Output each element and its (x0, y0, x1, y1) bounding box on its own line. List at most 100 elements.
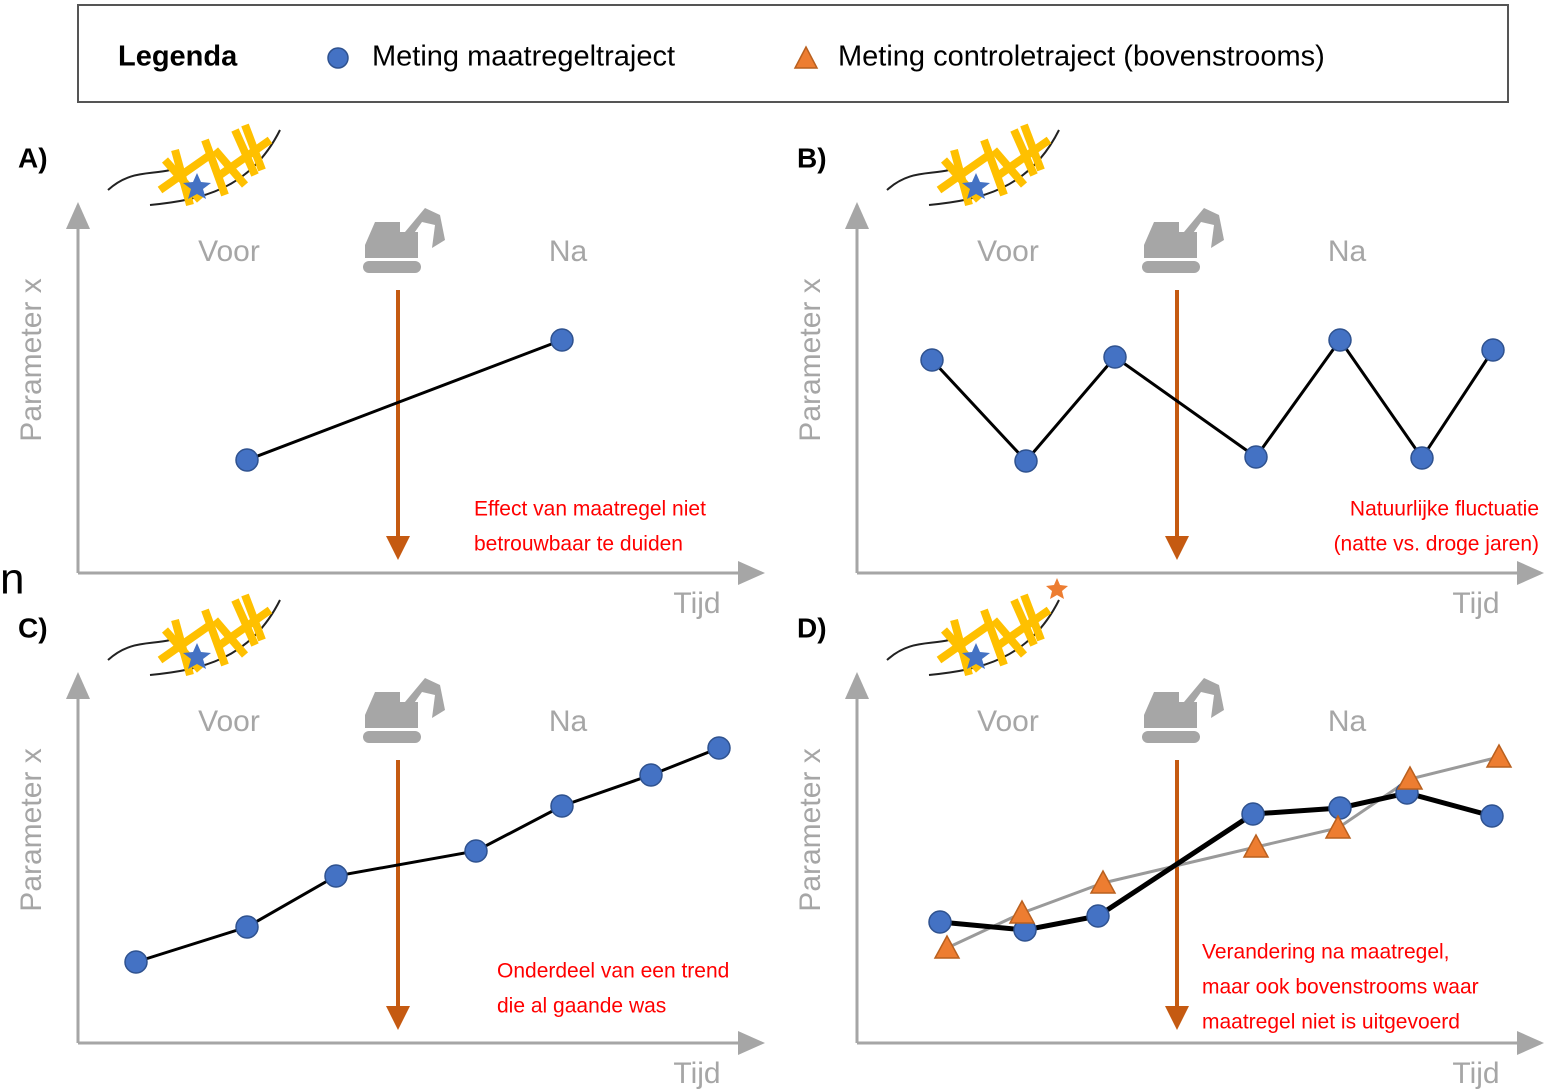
arm (405, 678, 445, 718)
arm (405, 208, 445, 248)
y-axis-label: Parameter x (794, 748, 827, 911)
measure-point (1480, 804, 1504, 828)
y-axis-label: Parameter x (15, 748, 48, 911)
cab (1144, 222, 1197, 258)
site-icon (886, 123, 1060, 207)
site-icon (107, 123, 281, 207)
before-label: Voor (198, 235, 260, 268)
cab (365, 222, 418, 258)
wood (980, 608, 1008, 667)
measure-point (1244, 445, 1268, 469)
legend-dot (327, 47, 349, 69)
arm (1184, 678, 1224, 718)
measure-line (246, 338, 563, 462)
measure-point (324, 864, 348, 888)
cab (1144, 692, 1197, 728)
excavator-icon (1142, 678, 1224, 743)
track (363, 731, 421, 743)
measure-point (1328, 796, 1352, 820)
panel-label: B) (797, 142, 827, 173)
annotation: Verandering na maatregel, (1202, 941, 1450, 964)
wood (996, 136, 1052, 179)
site-icon (107, 593, 281, 677)
control-point (1008, 899, 1036, 924)
measure-line (135, 746, 720, 964)
panel-label: D) (797, 612, 827, 643)
measure-point (1410, 446, 1434, 470)
annotation: maar ook bovenstrooms waar (1202, 976, 1479, 999)
wood (936, 151, 992, 194)
measure-point (707, 736, 731, 760)
annotation: betrouwbaar te duiden (474, 533, 683, 556)
measure-point (124, 950, 148, 974)
x-axis-label: Tijd (673, 1057, 720, 1090)
y-axis-label: Parameter x (15, 278, 48, 441)
after-label: Na (549, 235, 588, 268)
legend-box (77, 4, 1509, 103)
measure-point (1328, 328, 1352, 352)
x-axis-label: Tijd (1452, 587, 1499, 620)
measure-point (550, 794, 574, 818)
cab (365, 692, 418, 728)
panels: A) Tijd Parameter x Voor Na Effect van maatre… (15, 123, 1544, 1090)
measure-point (1241, 802, 1265, 826)
track (1142, 261, 1200, 273)
wood (1010, 128, 1038, 177)
star (183, 643, 211, 669)
measure-point (1014, 449, 1038, 473)
wood (201, 138, 229, 197)
annotation: maatregel niet is uitgevoerd (1202, 1011, 1460, 1034)
excavator-icon (363, 208, 445, 273)
star (183, 173, 211, 199)
after-label: Na (549, 705, 588, 738)
measure-point (550, 328, 574, 352)
control-point (933, 934, 961, 959)
measure-line (930, 337, 1495, 464)
wood (217, 136, 273, 179)
control-point (1396, 765, 1424, 790)
wood (936, 621, 992, 664)
legend-item: Meting maatregeltraject (372, 41, 675, 73)
measure-point (235, 915, 259, 939)
y-axis-label: Parameter x (794, 278, 827, 441)
star (962, 643, 990, 669)
legend-triangle (793, 45, 819, 69)
wood (1010, 598, 1038, 647)
wood (157, 621, 213, 664)
wood (231, 128, 259, 177)
control-point (1242, 833, 1270, 858)
before-label: Voor (977, 235, 1039, 268)
panel: A) Tijd Parameter x Voor Na Effect van maatre… (15, 123, 765, 620)
wood (996, 606, 1052, 649)
panel: C) Tijd Parameter x Voor Na Onderdeel van een… (15, 593, 765, 1090)
wood (201, 608, 229, 667)
site-icon (886, 578, 1068, 677)
annotation: Natuurlijke fluctuatie (1350, 498, 1539, 521)
measure-point (920, 348, 944, 372)
arm (1184, 208, 1224, 248)
after-label: Na (1328, 235, 1367, 268)
wood (217, 606, 273, 649)
before-label: Voor (977, 705, 1039, 738)
annotation: (natte vs. droge jaren) (1334, 533, 1539, 556)
legend-item: Meting controletraject (bovenstrooms) (838, 41, 1325, 73)
star (1046, 578, 1068, 599)
before-label: Voor (198, 705, 260, 738)
after-label: Na (1328, 705, 1367, 738)
track (363, 261, 421, 273)
panel-label: A) (18, 142, 48, 173)
wood (980, 138, 1008, 197)
excavator-icon (363, 678, 445, 743)
measure-point (1103, 345, 1127, 369)
x-axis-label: Tijd (1452, 1057, 1499, 1090)
measure-point (1086, 904, 1110, 928)
wood (157, 151, 213, 194)
measure-point (1481, 338, 1505, 362)
panel: B) Tijd Parameter x Voor Na Natuurlijke fluct… (794, 123, 1544, 620)
measure-point (928, 910, 952, 934)
x-axis-label: Tijd (673, 587, 720, 620)
annotation: die al gaande was (497, 995, 666, 1018)
annotation: Onderdeel van een trend (497, 960, 729, 983)
panel: D) Tijd Parameter x Voor Na Verandering na ma… (794, 578, 1544, 1090)
